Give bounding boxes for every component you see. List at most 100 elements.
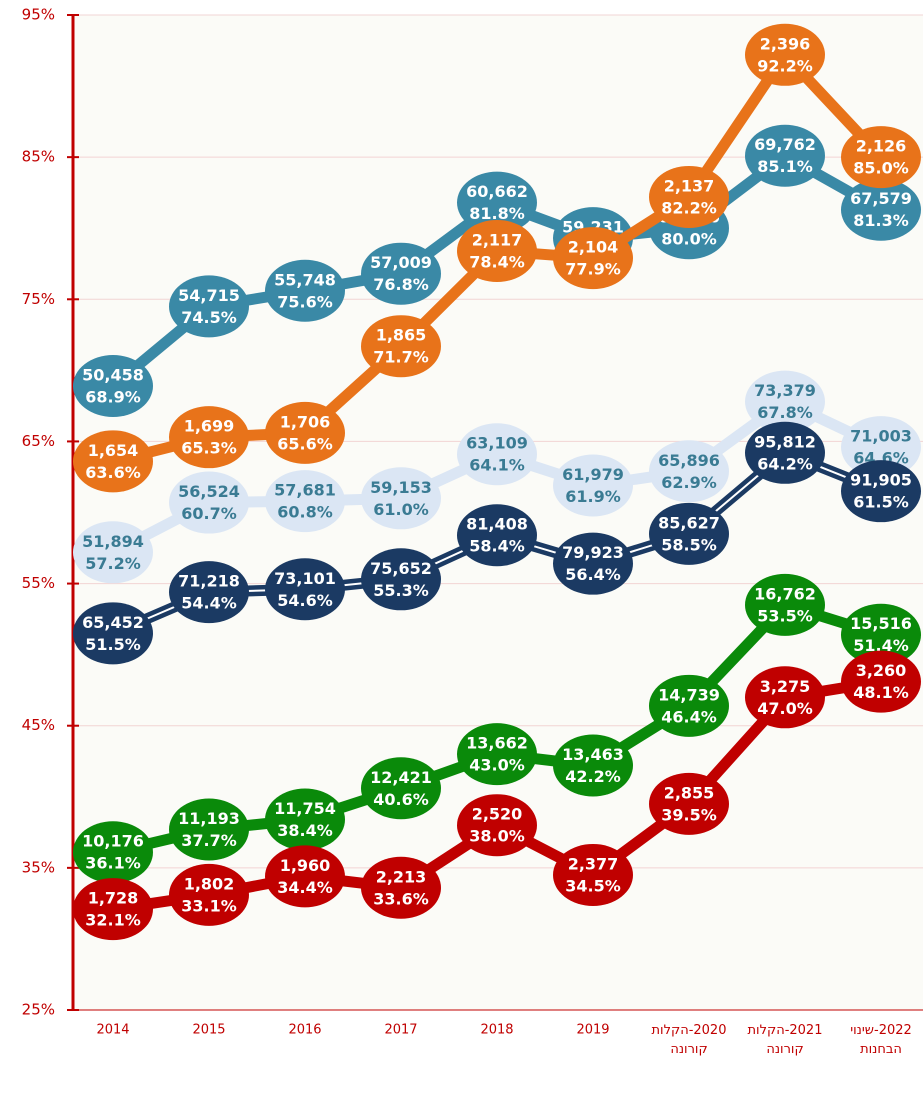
point-marker <box>553 532 633 595</box>
point-marker <box>457 219 537 282</box>
data-point: 2,396 92.2% <box>745 23 825 86</box>
point-marker <box>73 821 153 884</box>
data-point: 16,762 53.5% <box>745 573 825 636</box>
data-point: 2,137 82.2% <box>649 165 729 228</box>
data-point: 1,802 33.1% <box>169 863 249 926</box>
count-label: 15,516 <box>850 614 912 633</box>
point-marker <box>73 354 153 417</box>
count-label: 69,762 <box>754 135 816 154</box>
count-label: 81,408 <box>466 515 528 534</box>
count-label: 16,762 <box>754 584 816 603</box>
value-label: 78.4% <box>469 252 525 271</box>
value-label: 64.1% <box>469 456 525 475</box>
value-label: 58.4% <box>469 537 525 556</box>
count-label: 1,960 <box>280 856 331 875</box>
count-label: 12,421 <box>370 768 432 787</box>
data-point: 14,739 46.4% <box>649 674 729 737</box>
count-label: 91,905 <box>850 471 912 490</box>
point-marker <box>361 856 441 919</box>
y-tick-label: 65% <box>22 432 55 450</box>
y-tick-label: 25% <box>22 1001 55 1019</box>
point-marker <box>745 23 825 86</box>
data-point: 65,452 51.5% <box>73 602 153 665</box>
point-marker <box>841 126 921 189</box>
value-label: 80.0% <box>661 230 717 249</box>
count-label: 2,377 <box>568 854 619 873</box>
y-tick-label: 95% <box>22 6 55 24</box>
count-label: 50,458 <box>82 365 144 384</box>
value-label: 85.1% <box>757 157 813 176</box>
value-label: 47.0% <box>757 699 813 718</box>
point-marker <box>553 734 633 797</box>
data-point: 69,762 85.1% <box>745 124 825 187</box>
data-point: 71,218 54.4% <box>169 561 249 624</box>
point-marker <box>361 548 441 611</box>
value-label: 34.5% <box>565 876 621 895</box>
value-label: 60.8% <box>277 503 333 522</box>
value-label: 33.6% <box>373 889 429 908</box>
value-label: 62.9% <box>661 473 717 492</box>
value-label: 42.2% <box>565 767 621 786</box>
y-tick-label: 45% <box>22 716 55 734</box>
point-marker <box>649 165 729 228</box>
data-point: 50,458 68.9% <box>73 354 153 417</box>
point-marker <box>457 423 537 486</box>
data-point: 65,896 62.9% <box>649 440 729 503</box>
data-point: 55,748 75.6% <box>265 259 345 322</box>
point-marker <box>169 275 249 338</box>
x-tick-label: 2020-הקלות קורונה <box>652 1023 727 1057</box>
point-marker <box>841 603 921 666</box>
value-label: 36.1% <box>85 854 141 873</box>
data-point: 1,865 71.7% <box>361 315 441 378</box>
value-label: 71.7% <box>373 348 429 367</box>
value-label: 39.5% <box>661 805 717 824</box>
data-point: 73,379 67.8% <box>745 370 825 433</box>
data-point: 56,524 60.7% <box>169 471 249 534</box>
x-tick-label: 2017 <box>384 1023 417 1038</box>
point-marker <box>457 504 537 567</box>
y-tick-label: 55% <box>22 574 55 592</box>
data-point: 3,260 48.1% <box>841 650 921 713</box>
point-marker <box>649 502 729 565</box>
point-marker <box>169 561 249 624</box>
count-label: 56,524 <box>178 482 240 501</box>
value-label: 48.1% <box>853 683 909 702</box>
value-label: 53.5% <box>757 606 813 625</box>
data-point: 81,408 58.4% <box>457 504 537 567</box>
value-label: 64.2% <box>757 454 813 473</box>
value-label: 40.6% <box>373 790 429 809</box>
count-label: 57,009 <box>370 253 432 272</box>
point-marker <box>265 788 345 851</box>
x-tick-label: 2015 <box>192 1023 225 1038</box>
data-point: 57,009 76.8% <box>361 242 441 305</box>
point-marker <box>457 171 537 234</box>
value-label: 77.9% <box>565 260 621 279</box>
data-point: 59,153 61.0% <box>361 467 441 530</box>
count-label: 95,812 <box>754 432 816 451</box>
value-label: 58.5% <box>661 535 717 554</box>
point-marker <box>553 454 633 517</box>
data-point: 2,520 38.0% <box>457 794 537 857</box>
data-point: 12,421 40.6% <box>361 757 441 820</box>
x-tick-label: 2014 <box>96 1023 129 1038</box>
count-label: 2,137 <box>664 176 715 195</box>
data-point: 79,923 56.4% <box>553 532 633 595</box>
count-label: 71,218 <box>178 572 240 591</box>
y-tick-label: 85% <box>22 148 55 166</box>
count-label: 14,739 <box>658 685 720 704</box>
point-marker <box>745 573 825 636</box>
value-label: 60.7% <box>181 504 237 523</box>
count-label: 1,802 <box>184 874 235 893</box>
count-label: 2,104 <box>568 238 619 257</box>
data-point: 57,681 60.8% <box>265 470 345 533</box>
count-label: 57,681 <box>274 481 336 500</box>
count-label: 2,126 <box>856 137 907 156</box>
count-label: 1,865 <box>376 326 427 345</box>
count-label: 51,894 <box>82 532 144 551</box>
point-marker <box>169 863 249 926</box>
data-point: 3,275 47.0% <box>745 666 825 729</box>
point-marker <box>745 124 825 187</box>
data-point: 2,855 39.5% <box>649 772 729 835</box>
data-point: 1,706 65.6% <box>265 401 345 464</box>
count-label: 85,627 <box>658 513 720 532</box>
